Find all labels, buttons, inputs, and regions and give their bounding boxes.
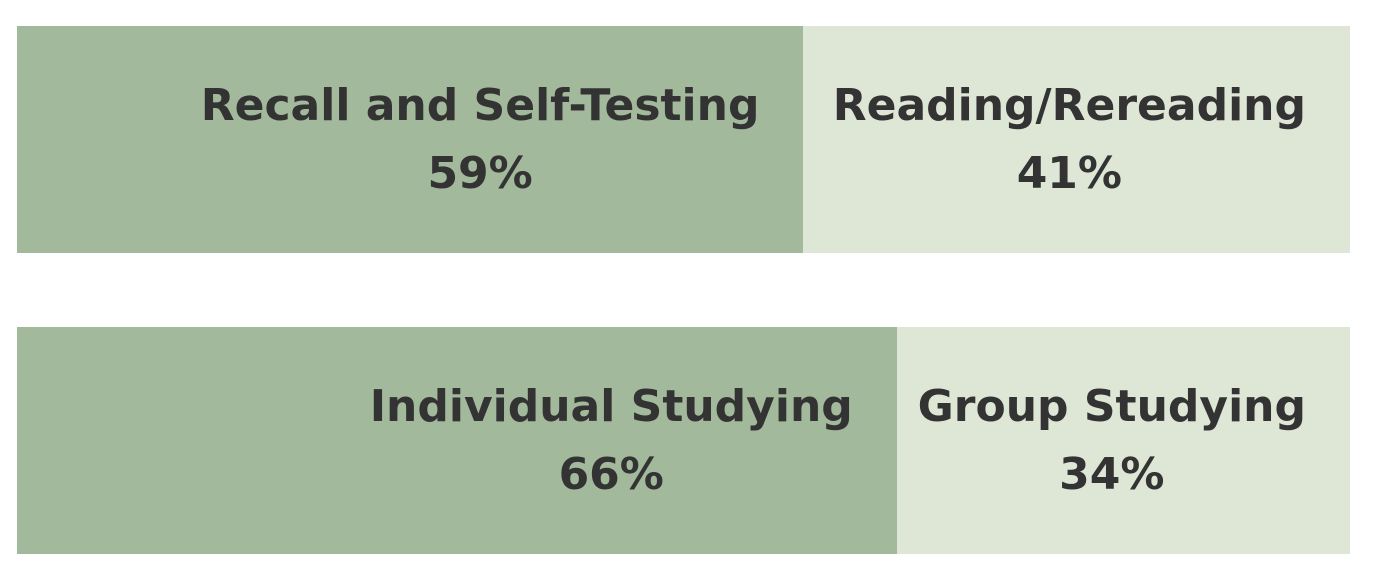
segment-text: Reading/Rereading 41% bbox=[833, 26, 1306, 253]
segment-text: Recall and Self-Testing 59% bbox=[201, 26, 760, 253]
bar-segment-recall: Recall and Self-Testing 59% bbox=[17, 26, 804, 253]
segment-value: 59% bbox=[427, 147, 533, 199]
segment-value: 66% bbox=[558, 448, 664, 500]
stacked-bar-study-methods: Recall and Self-Testing 59% Reading/Rere… bbox=[17, 26, 1350, 253]
segment-label: Group Studying bbox=[917, 380, 1306, 432]
bar-segment-individual: Individual Studying 66% bbox=[17, 327, 897, 554]
bar-segment-reading: Reading/Rereading 41% bbox=[803, 26, 1350, 253]
bar-segment-group: Group Studying 34% bbox=[896, 327, 1350, 554]
segment-value: 34% bbox=[1059, 448, 1165, 500]
segment-text: Group Studying 34% bbox=[918, 327, 1306, 554]
segment-label: Recall and Self-Testing bbox=[200, 79, 760, 131]
segment-value: 41% bbox=[1016, 147, 1123, 199]
segment-label: Individual Studying bbox=[369, 380, 853, 432]
segment-label: Reading/Rereading bbox=[832, 79, 1306, 131]
segment-text: Individual Studying 66% bbox=[370, 327, 853, 554]
stacked-bar-study-setting: Individual Studying 66% Group Studying 3… bbox=[17, 327, 1350, 554]
